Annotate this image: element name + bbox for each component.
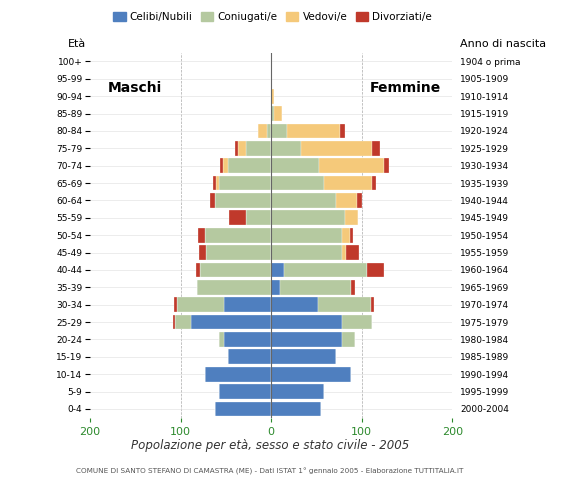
Bar: [175, 315, 191, 329]
Bar: [346, 245, 359, 260]
Bar: [357, 193, 362, 208]
Bar: [271, 193, 336, 208]
Bar: [346, 210, 358, 225]
Bar: [223, 158, 227, 173]
Text: Maschi: Maschi: [108, 81, 162, 95]
Bar: [319, 158, 385, 173]
Bar: [230, 210, 246, 225]
Bar: [271, 123, 288, 138]
Bar: [259, 123, 267, 138]
Bar: [372, 176, 376, 191]
Bar: [206, 245, 271, 260]
Bar: [177, 297, 224, 312]
Bar: [173, 315, 175, 329]
Bar: [213, 176, 216, 191]
Bar: [197, 280, 271, 295]
Bar: [198, 228, 205, 242]
Bar: [284, 263, 367, 277]
Bar: [288, 123, 340, 138]
Bar: [340, 123, 345, 138]
Bar: [211, 193, 215, 208]
Bar: [301, 141, 372, 156]
Bar: [350, 228, 353, 242]
Bar: [224, 297, 271, 312]
Bar: [318, 297, 371, 312]
Bar: [271, 349, 336, 364]
Bar: [271, 280, 280, 295]
Bar: [246, 141, 271, 156]
Bar: [271, 228, 342, 242]
Bar: [280, 280, 351, 295]
Bar: [342, 245, 346, 260]
Bar: [271, 245, 342, 260]
Bar: [371, 297, 374, 312]
Bar: [271, 297, 318, 312]
Text: Età: Età: [68, 39, 86, 49]
Bar: [271, 263, 284, 277]
Bar: [324, 176, 372, 191]
Bar: [267, 123, 271, 138]
Bar: [235, 141, 238, 156]
Bar: [238, 141, 246, 156]
Bar: [271, 141, 301, 156]
Bar: [274, 106, 282, 121]
Bar: [201, 263, 271, 277]
Bar: [219, 332, 224, 347]
Legend: Celibi/Nubili, Coniugati/e, Vedovi/e, Divorziati/e: Celibi/Nubili, Coniugati/e, Vedovi/e, Di…: [109, 8, 436, 26]
Bar: [215, 193, 271, 208]
Bar: [205, 228, 271, 242]
Bar: [271, 315, 342, 329]
Bar: [367, 263, 383, 277]
Bar: [227, 349, 271, 364]
Text: Femmine: Femmine: [369, 81, 441, 95]
Bar: [220, 158, 223, 173]
Bar: [342, 228, 350, 242]
Bar: [336, 193, 357, 208]
Bar: [224, 332, 271, 347]
Bar: [271, 176, 324, 191]
Bar: [372, 141, 380, 156]
Bar: [191, 315, 271, 329]
Bar: [271, 332, 342, 347]
Bar: [271, 106, 274, 121]
Bar: [219, 176, 271, 191]
Bar: [271, 384, 324, 399]
Bar: [342, 315, 372, 329]
Bar: [205, 367, 271, 382]
Bar: [215, 402, 271, 416]
Bar: [271, 158, 319, 173]
Bar: [196, 263, 201, 277]
Text: COMUNE DI SANTO STEFANO DI CAMASTRA (ME) - Dati ISTAT 1° gennaio 2005 - Elaboraz: COMUNE DI SANTO STEFANO DI CAMASTRA (ME)…: [76, 468, 463, 475]
Bar: [174, 297, 177, 312]
Bar: [198, 245, 206, 260]
Bar: [216, 176, 219, 191]
Bar: [271, 210, 346, 225]
Bar: [271, 402, 321, 416]
Bar: [385, 158, 389, 173]
Bar: [271, 367, 351, 382]
Text: Anno di nascita: Anno di nascita: [459, 39, 546, 49]
Bar: [227, 158, 271, 173]
Bar: [246, 210, 271, 225]
Bar: [271, 89, 274, 104]
Bar: [351, 280, 356, 295]
Bar: [219, 384, 271, 399]
Bar: [342, 332, 354, 347]
Text: Popolazione per età, sesso e stato civile - 2005: Popolazione per età, sesso e stato civil…: [130, 439, 409, 452]
